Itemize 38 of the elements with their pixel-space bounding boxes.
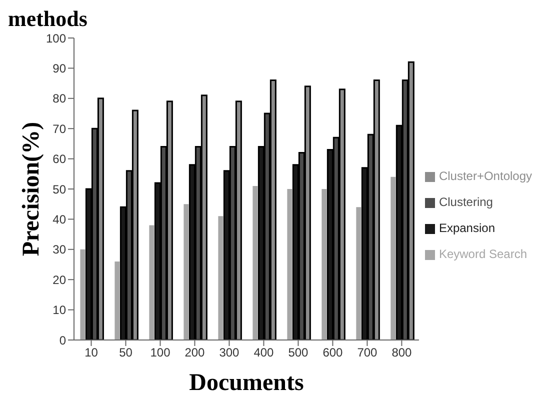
legend-label: Keyword Search xyxy=(438,247,527,261)
bar xyxy=(80,249,86,340)
y-tick-label: 100 xyxy=(46,31,66,46)
chart-title: methods xyxy=(8,6,88,31)
x-tick-label: 600 xyxy=(322,346,344,360)
legend-label: Clustering xyxy=(438,195,493,209)
x-tick-label: 50 xyxy=(119,346,133,360)
x-tick-label: 200 xyxy=(184,346,206,360)
x-tick-label: 500 xyxy=(288,346,309,360)
bar xyxy=(390,176,396,340)
y-tick-label: 30 xyxy=(52,242,66,257)
bar xyxy=(218,216,224,340)
bar xyxy=(114,261,120,340)
y-axis-title: Precision(%) xyxy=(18,122,45,256)
x-tick-label: 400 xyxy=(254,346,274,360)
x-tick-label: 10 xyxy=(84,346,98,360)
x-tick-label: 300 xyxy=(219,346,240,360)
y-tick-label: 10 xyxy=(52,303,66,318)
bar xyxy=(322,189,327,340)
legend-label: Expansion xyxy=(438,221,495,235)
y-tick-label: 0 xyxy=(59,333,66,348)
x-tick-label: 100 xyxy=(150,346,171,360)
x-tick-label: 700 xyxy=(357,346,378,360)
bar xyxy=(356,207,362,340)
bar xyxy=(287,189,292,340)
x-tick-label: 800 xyxy=(392,346,412,360)
bar xyxy=(252,186,258,340)
y-tick-label: 50 xyxy=(52,182,66,196)
y-tick-label: 60 xyxy=(52,152,66,166)
bar xyxy=(184,204,189,340)
y-tick-label: 80 xyxy=(52,92,66,106)
y-tick-label: 90 xyxy=(52,61,66,76)
bar xyxy=(149,225,154,340)
y-tick-label: 70 xyxy=(52,122,66,136)
x-axis-title: Documents xyxy=(189,370,304,396)
y-tick-label: 20 xyxy=(52,272,66,287)
legend-label: Cluster+Ontology xyxy=(438,169,532,183)
y-tick-label: 40 xyxy=(52,212,66,226)
